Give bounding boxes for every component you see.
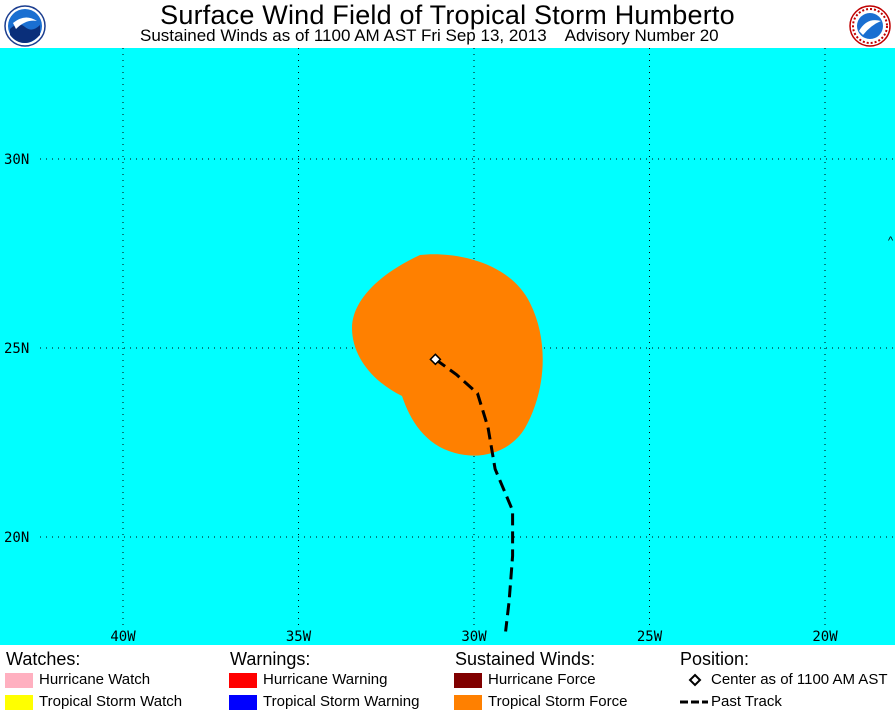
noaa-logo-icon (4, 5, 46, 47)
map-title: Surface Wind Field of Tropical Storm Hum… (160, 0, 735, 30)
tropical-storm-force-wind-field (352, 254, 543, 456)
wind-field-map: 30N 25N 20N 40W 35W 30W 25W 20W ^ (0, 48, 895, 645)
map-panel: 30N 25N 20N 40W 35W 30W 25W 20W ^ (0, 48, 895, 645)
legend-label: Tropical Storm Watch (39, 693, 183, 710)
legend-label: Hurricane Warning (263, 671, 388, 688)
dashed-line-icon (680, 700, 708, 704)
legend-item-past-track: Past Track (680, 693, 892, 711)
hurricane-force-swatch (454, 673, 482, 688)
legend-label: Hurricane Watch (39, 671, 151, 688)
legend-item-tropical-storm-force: Tropical Storm Force (454, 693, 664, 711)
watches-heading: Watches: (6, 649, 81, 669)
legend-item-center: Center as of 1100 AM AST (680, 671, 892, 689)
storm-center-marker (429, 353, 442, 366)
tropical-storm-watch-swatch (5, 695, 33, 710)
hurricane-watch-swatch (5, 673, 33, 688)
warnings-heading: Warnings: (230, 649, 311, 669)
legend-item-hurricane-force: Hurricane Force (454, 671, 664, 689)
longitude-label: 30W (461, 629, 487, 645)
sustained-winds-heading: Sustained Winds: (455, 649, 596, 669)
latitude-label: 25N (4, 341, 29, 357)
legend-label: Tropical Storm Force (488, 693, 628, 710)
legend-label: Past Track (711, 693, 782, 710)
legend-item-tropical-storm-warning: Tropical Storm Warning (229, 693, 439, 711)
tropical-storm-warning-swatch (229, 695, 257, 710)
legend: Watches: Hurricane Watch Tropical Storm … (0, 645, 895, 716)
legend-label: Tropical Storm Warning (263, 693, 420, 710)
legend-item-hurricane-warning: Hurricane Warning (229, 671, 439, 689)
tropical-storm-force-swatch (454, 695, 482, 710)
map-subtitle: Sustained Winds as of 1100 AM AST Fri Se… (140, 26, 719, 45)
longitude-label: 25W (637, 629, 663, 645)
nws-logo-icon (849, 5, 891, 47)
hurricane-warning-swatch (229, 673, 257, 688)
longitude-label: 35W (286, 629, 312, 645)
past-track-line (434, 358, 515, 632)
header: Surface Wind Field of Tropical Storm Hum… (0, 0, 895, 48)
edge-marker: ^ (888, 235, 894, 247)
latitude-label: 30N (4, 152, 29, 168)
longitude-label: 40W (110, 629, 136, 645)
diamond-icon (688, 673, 702, 687)
legend-item-tropical-storm-watch: Tropical Storm Watch (5, 693, 205, 711)
legend-item-hurricane-watch: Hurricane Watch (5, 671, 205, 689)
legend-label: Center as of 1100 AM AST (711, 671, 888, 688)
storm-center-diamond-icon (429, 353, 442, 366)
latitude-label: 20N (4, 530, 29, 546)
legend-label: Hurricane Force (488, 671, 596, 688)
longitude-label: 20W (812, 629, 838, 645)
position-heading: Position: (680, 649, 750, 669)
